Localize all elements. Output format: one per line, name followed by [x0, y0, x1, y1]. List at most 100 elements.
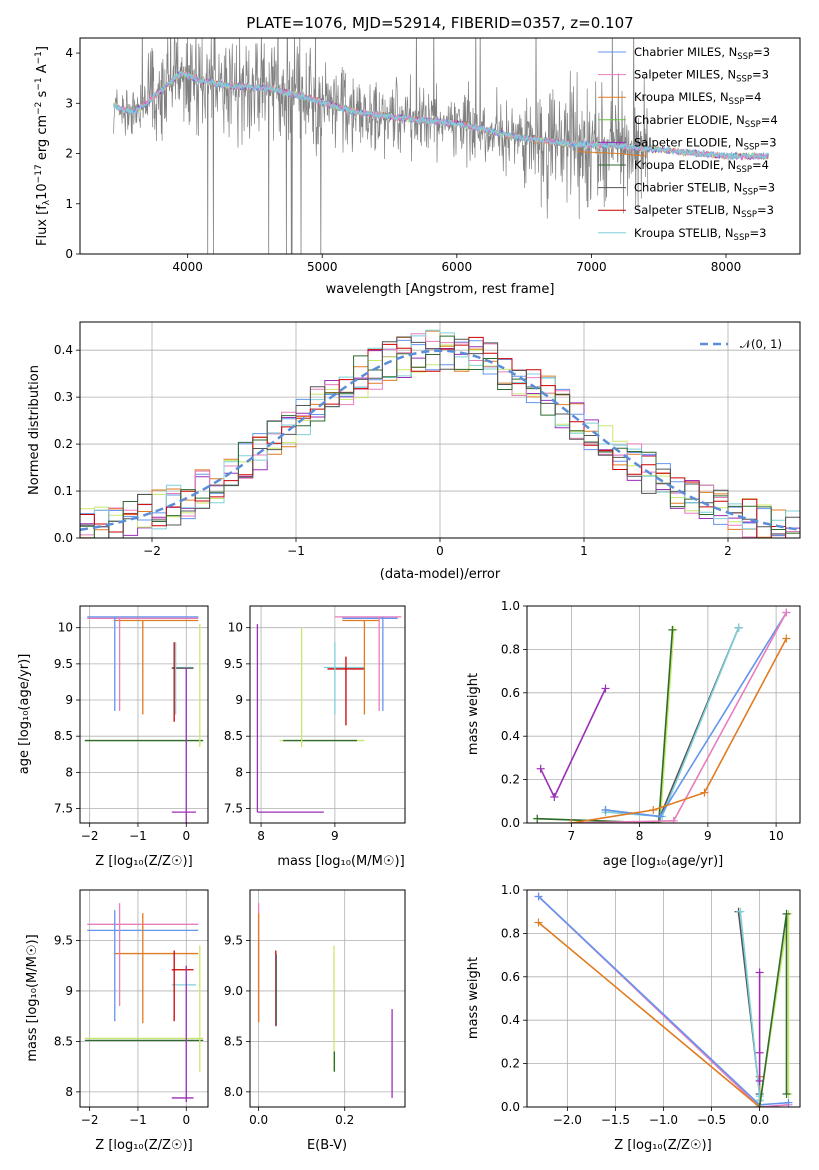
histogram-step	[80, 335, 800, 538]
y-tick-label: 9.5	[224, 657, 243, 671]
y-label-part: ]	[35, 46, 50, 51]
y-tick-label: 1	[65, 197, 73, 211]
legend: Chabrier MILES, NSSP=3 Salpeter MILES, NS…	[598, 45, 778, 243]
legend-sub: SSP	[742, 188, 758, 198]
y-label-sup: −1	[34, 77, 44, 90]
legend-entry: Kroupa STELIB, NSSP=3	[634, 226, 766, 243]
y-tick-label: 0.4	[54, 343, 73, 357]
y-tick-label: 0.2	[501, 773, 520, 787]
legend-tail: =3	[760, 135, 777, 149]
legend-entry: Chabrier MILES, NSSP=3	[634, 45, 770, 62]
y-tick-label: 8.5	[224, 729, 243, 743]
y-axis-label: age [log₁₀(age/yr)]	[17, 654, 32, 775]
series-line	[539, 688, 607, 799]
y-tick-label: 0.8	[501, 926, 520, 940]
normal-curve	[80, 349, 800, 532]
y-tick-label: 10	[58, 621, 73, 635]
y-tick-label: 0	[65, 247, 73, 261]
y-tick-label: 0.2	[54, 437, 73, 451]
x-axis-label: (data-model)/error	[380, 567, 501, 582]
y-label-part: A	[35, 64, 50, 77]
x-tick-label: −1	[129, 829, 147, 843]
legend-entry: Kroupa MILES, NSSP=4	[634, 90, 761, 107]
x-axis-label: Z [log₁₀(Z/Z☉)]	[95, 1138, 192, 1153]
y-tick-label: 0.3	[54, 390, 73, 404]
x-tick-label: 0	[182, 829, 190, 843]
legend-sub: SSP	[736, 75, 752, 85]
legend-tail: =3	[749, 226, 766, 240]
x-tick-label: −1.0	[649, 1113, 678, 1127]
y-label-part: 10	[35, 183, 50, 200]
y-tick-label: 0.2	[501, 1057, 520, 1071]
plot-area	[534, 892, 793, 1107]
axes-frame	[79, 37, 801, 255]
x-tick-label: −2.0	[553, 1113, 582, 1127]
y-tick-label: 8	[65, 1085, 73, 1099]
y-tick-label: 7.5	[224, 802, 243, 816]
x-tick-label: 1	[580, 544, 588, 558]
y-axis-label: Normed distribution	[27, 365, 42, 495]
y-tick-label: 8.5	[54, 729, 73, 743]
legend-entry: Kroupa ELODIE, NSSP=4	[634, 158, 769, 175]
legend-entry: 𝒩(0, 1)	[740, 337, 782, 351]
x-tick-label: 8000	[711, 260, 742, 274]
y-tick-label: 9.5	[224, 933, 243, 947]
x-tick-label: 8	[636, 829, 644, 843]
legend-sub: SSP	[729, 97, 745, 107]
series-line	[571, 612, 788, 823]
y-tick-label: 2	[65, 147, 73, 161]
histogram-panel: −2 −1 0 1 2 0.0 0.1 0.2 0.3 0.4	[54, 321, 801, 558]
x-tick-label: 2	[724, 544, 732, 558]
y-tick-label: 9.5	[54, 657, 73, 671]
y-tick-label: 0.0	[501, 816, 520, 830]
y-label-part: erg cm	[35, 115, 50, 164]
mass-vs-ebv-panel: 0.0 0.2 8.0 8.5 9.0 9.5	[224, 889, 406, 1127]
x-axis-label: age [log₁₀(age/yr)]	[603, 854, 724, 869]
y-tick-label: 9.5	[54, 933, 73, 947]
x-tick-label: 4000	[172, 260, 203, 274]
x-axis-label: E(B-V)	[307, 1138, 347, 1153]
y-tick-label: 8.5	[54, 1034, 73, 1048]
x-tick-label: −2	[81, 829, 99, 843]
weight-vs-Z-panel: −2.0 −1.5 −1.0 −0.5 0.0 0.0 0.2 0.4 0.6 0.8 1.0	[501, 883, 801, 1127]
x-tick-label: 9	[704, 829, 712, 843]
legend-sub: SSP	[737, 52, 753, 62]
legend-entry: Chabrier ELODIE, NSSP=4	[634, 113, 778, 130]
series-line	[605, 612, 788, 818]
y-label-part: s	[35, 90, 50, 101]
x-tick-label: −2	[81, 1113, 99, 1127]
plot-area	[533, 608, 791, 823]
x-tick-label: 0.0	[249, 1113, 268, 1127]
y-label-sup: −2	[34, 102, 44, 115]
y-tick-label: 0.4	[501, 729, 520, 743]
axes-frame	[79, 321, 801, 539]
y-axis-label: mass [log₁₀(M/M☉)]	[25, 934, 40, 1061]
legend-sub: SSP	[734, 233, 750, 243]
y-tick-label: 9	[235, 693, 243, 707]
axes-frame	[249, 605, 406, 824]
x-tick-label: 7	[568, 829, 576, 843]
x-tick-label: 0.0	[750, 1113, 769, 1127]
y-tick-label: 1.0	[501, 599, 520, 613]
series-line	[739, 911, 761, 1101]
series-line	[758, 913, 788, 1107]
axes-frame	[79, 605, 209, 824]
y-tick-label: 0.1	[54, 484, 73, 498]
y-axis-label: Flux [fλ10−17 erg cm−2 s−1 A−1]	[34, 46, 52, 246]
axes-frame	[79, 889, 209, 1108]
y-tick-label: 0.4	[501, 1013, 520, 1027]
y-axis-label: mass weight	[466, 957, 481, 1039]
plot-area	[257, 903, 393, 1098]
series-line	[571, 638, 788, 823]
model-spectrum	[113, 69, 769, 161]
x-tick-label: 8	[257, 829, 265, 843]
chart-title: PLATE=1076, MJD=52914, FIBERID=0357, z=0…	[246, 14, 633, 32]
x-tick-label: −0.5	[697, 1113, 726, 1127]
x-axis-label: Z [log₁₀(Z/Z☉)]	[95, 854, 192, 869]
y-label-sub: λ	[42, 199, 52, 205]
x-tick-label: 9	[331, 829, 339, 843]
y-tick-label: 8.0	[224, 1085, 243, 1099]
legend-tail: =3	[758, 181, 775, 195]
x-tick-label: 7000	[576, 260, 607, 274]
y-label-sup: −1	[34, 51, 44, 64]
